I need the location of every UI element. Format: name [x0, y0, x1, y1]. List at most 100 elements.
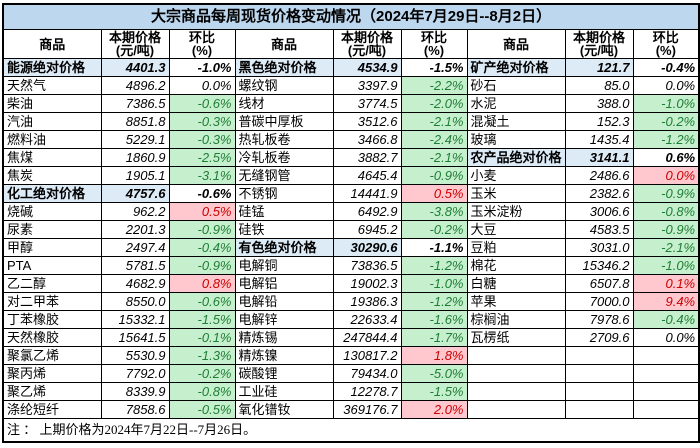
pct-change-cell[interactable]: 0.0%: [168, 76, 236, 95]
price-cell[interactable]: 15332.1: [100, 310, 170, 329]
header-price-3[interactable]: 本期价格 (元/吨): [564, 29, 634, 59]
table-title[interactable]: 大宗商品每周现货价格变动情况（2024年7月29日--8月2日）: [2, 3, 700, 30]
header-pct-1[interactable]: 环比 (%): [168, 29, 236, 59]
price-cell[interactable]: [564, 400, 634, 419]
price-cell[interactable]: [564, 364, 634, 383]
price-cell[interactable]: 79434.0: [332, 364, 402, 383]
price-cell[interactable]: 369176.7: [332, 400, 402, 419]
price-cell[interactable]: 3397.9: [332, 76, 402, 95]
price-cell[interactable]: 5530.9: [100, 346, 170, 365]
commodity-name-cell[interactable]: 氧化镨钕: [234, 400, 334, 419]
pct-change-cell[interactable]: -0.8%: [168, 382, 236, 401]
pct-change-cell[interactable]: 2.0%: [400, 400, 468, 419]
pct-change-cell[interactable]: 0.0%: [632, 76, 700, 95]
commodity-name-cell[interactable]: 线材: [234, 94, 334, 113]
price-cell[interactable]: 5781.5: [100, 256, 170, 275]
pct-change-cell[interactable]: -1.0%: [632, 94, 700, 113]
commodity-name-cell[interactable]: 乙二醇: [2, 274, 102, 293]
commodity-name-cell[interactable]: 天然橡胶: [2, 328, 102, 347]
price-cell[interactable]: 4757.6: [100, 184, 170, 203]
pct-change-cell[interactable]: 0.8%: [168, 274, 236, 293]
pct-change-cell[interactable]: -0.3%: [168, 130, 236, 149]
price-cell[interactable]: 6507.8: [564, 274, 634, 293]
price-cell[interactable]: 30290.6: [332, 238, 402, 257]
commodity-name-cell[interactable]: 玻璃: [466, 130, 566, 149]
commodity-name-cell[interactable]: 涤纶短纤: [2, 400, 102, 419]
price-cell[interactable]: 7978.6: [564, 310, 634, 329]
commodity-name-cell[interactable]: 精炼镍: [234, 346, 334, 365]
pct-change-cell[interactable]: [632, 400, 700, 419]
commodity-name-cell[interactable]: 冷轧板卷: [234, 148, 334, 167]
pct-change-cell[interactable]: -3.8%: [400, 202, 468, 221]
price-cell[interactable]: 73836.5: [332, 256, 402, 275]
pct-change-cell[interactable]: 0.6%: [632, 148, 700, 167]
pct-change-cell[interactable]: -2.1%: [632, 238, 700, 257]
pct-change-cell[interactable]: 0.0%: [632, 328, 700, 347]
commodity-name-cell[interactable]: 螺纹钢: [234, 76, 334, 95]
commodity-name-cell[interactable]: 苹果: [466, 292, 566, 311]
commodity-name-cell[interactable]: 矿产绝对价格: [466, 58, 566, 77]
pct-change-cell[interactable]: -1.1%: [400, 238, 468, 257]
pct-change-cell[interactable]: -0.9%: [632, 220, 700, 239]
price-cell[interactable]: 8339.9: [100, 382, 170, 401]
price-cell[interactable]: 4401.3: [100, 58, 170, 77]
pct-change-cell[interactable]: -0.6%: [168, 292, 236, 311]
price-cell[interactable]: 4534.9: [332, 58, 402, 77]
pct-change-cell[interactable]: -2.1%: [400, 112, 468, 131]
commodity-name-cell[interactable]: 汽油: [2, 112, 102, 131]
commodity-name-cell[interactable]: 对二甲苯: [2, 292, 102, 311]
commodity-name-cell[interactable]: 有色绝对价格: [234, 238, 334, 257]
price-cell[interactable]: 3774.5: [332, 94, 402, 113]
pct-change-cell[interactable]: -1.0%: [168, 58, 236, 77]
commodity-name-cell[interactable]: 大豆: [466, 220, 566, 239]
price-cell[interactable]: 4583.5: [564, 220, 634, 239]
header-pct-3[interactable]: 环比 (%): [632, 29, 700, 59]
price-cell[interactable]: 962.2: [100, 202, 170, 221]
price-cell[interactable]: 19002.3: [332, 274, 402, 293]
pct-change-cell[interactable]: -1.3%: [168, 346, 236, 365]
pct-change-cell[interactable]: -0.4%: [632, 58, 700, 77]
price-cell[interactable]: 2382.6: [564, 184, 634, 203]
commodity-name-cell[interactable]: 无缝钢管: [234, 166, 334, 185]
pct-change-cell[interactable]: -5.0%: [400, 364, 468, 383]
commodity-name-cell[interactable]: 电解铅: [234, 292, 334, 311]
pct-change-cell[interactable]: -1.2%: [400, 292, 468, 311]
pct-change-cell[interactable]: -1.5%: [168, 310, 236, 329]
price-cell[interactable]: [564, 382, 634, 401]
price-cell[interactable]: 7386.5: [100, 94, 170, 113]
pct-change-cell[interactable]: -1.2%: [632, 130, 700, 149]
price-cell[interactable]: 2497.4: [100, 238, 170, 257]
price-cell[interactable]: 14441.9: [332, 184, 402, 203]
pct-change-cell[interactable]: -0.2%: [400, 220, 468, 239]
pct-change-cell[interactable]: -0.9%: [632, 184, 700, 203]
commodity-name-cell[interactable]: 燃料油: [2, 130, 102, 149]
pct-change-cell[interactable]: 0.5%: [400, 184, 468, 203]
price-cell[interactable]: 3141.1: [564, 148, 634, 167]
pct-change-cell[interactable]: -0.1%: [168, 328, 236, 347]
commodity-name-cell[interactable]: 硅铁: [234, 220, 334, 239]
pct-change-cell[interactable]: -0.9%: [168, 220, 236, 239]
price-cell[interactable]: 1435.4: [564, 130, 634, 149]
price-cell[interactable]: 1905.1: [100, 166, 170, 185]
commodity-name-cell[interactable]: [466, 400, 566, 419]
commodity-name-cell[interactable]: 电解锌: [234, 310, 334, 329]
price-cell[interactable]: 7858.6: [100, 400, 170, 419]
pct-change-cell[interactable]: -0.2%: [632, 112, 700, 131]
commodity-name-cell[interactable]: 聚氯乙烯: [2, 346, 102, 365]
pct-change-cell[interactable]: -1.6%: [400, 310, 468, 329]
price-cell[interactable]: 15346.2: [564, 256, 634, 275]
pct-change-cell[interactable]: 0.1%: [632, 274, 700, 293]
header-pct-2[interactable]: 环比 (%): [400, 29, 468, 59]
pct-change-cell[interactable]: -0.6%: [168, 94, 236, 113]
commodity-name-cell[interactable]: 碳酸锂: [234, 364, 334, 383]
commodity-name-cell[interactable]: 烧碱: [2, 202, 102, 221]
pct-change-cell[interactable]: 0.0%: [632, 166, 700, 185]
pct-change-cell[interactable]: -1.7%: [400, 328, 468, 347]
pct-change-cell[interactable]: 0.5%: [168, 202, 236, 221]
pct-change-cell[interactable]: -2.5%: [168, 148, 236, 167]
commodity-name-cell[interactable]: 豆粕: [466, 238, 566, 257]
commodity-name-cell[interactable]: 棕榈油: [466, 310, 566, 329]
commodity-name-cell[interactable]: 瓦楞纸: [466, 328, 566, 347]
pct-change-cell[interactable]: -1.5%: [400, 382, 468, 401]
header-price-1[interactable]: 本期价格 (元/吨): [100, 29, 170, 59]
